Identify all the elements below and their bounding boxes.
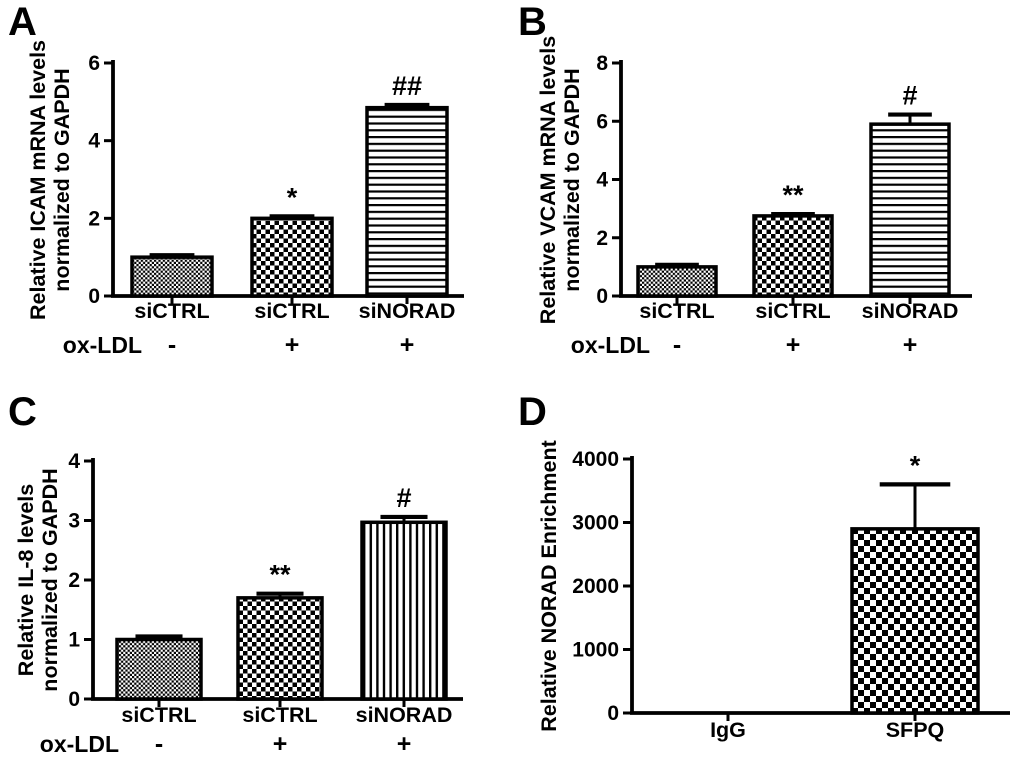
- panel-c: C 0 1 2 3 4 Relative IL-8 levels normalized to…: [0, 390, 510, 781]
- significance-label: *: [910, 450, 921, 480]
- y-tick-label: 0: [607, 702, 619, 725]
- bar: [850, 527, 980, 715]
- y-tick-label: 1000: [572, 639, 619, 662]
- y-tick-label: 4000: [572, 448, 619, 471]
- condition-value: +: [903, 331, 918, 359]
- condition-value: +: [400, 331, 415, 359]
- bar: [130, 255, 214, 298]
- y-tick-label: 3000: [572, 512, 619, 535]
- significance-label: #: [902, 81, 917, 111]
- panel-d-letter: D: [518, 390, 547, 434]
- y-tick-label: 0: [88, 285, 100, 308]
- condition-value: +: [786, 331, 801, 359]
- panel-a: A 0 2 4 6 Relative ICAM mRNA levels normalize…: [0, 0, 510, 391]
- category-label: siCTRL: [134, 299, 209, 323]
- category-label: siNORAD: [862, 299, 959, 323]
- bar: [869, 122, 951, 298]
- bar-chart-norad-rip: 0 1000 2000 3000 4000 Relative NORAD Enrichme…: [537, 440, 1010, 742]
- condition-value: +: [397, 730, 412, 758]
- significance-label: ##: [392, 71, 422, 101]
- y-tick-label: 2: [68, 569, 80, 592]
- panel-d: D 0 1000 2000 3000 4000 Relative NORAD Enrich…: [510, 390, 1020, 781]
- bar: [250, 216, 334, 298]
- y-tick-label: 4: [88, 130, 100, 153]
- bar: [365, 105, 449, 298]
- condition-value: -: [155, 730, 163, 758]
- y-tick-label: 2000: [572, 575, 619, 598]
- y-tick-label: 3: [68, 510, 80, 533]
- y-tick-label: 0: [68, 688, 80, 711]
- panel-c-letter: C: [8, 390, 37, 434]
- y-axis-label: normalized to GAPDH: [38, 468, 62, 691]
- bar: [236, 596, 324, 701]
- y-tick-label: 8: [596, 52, 608, 75]
- condition-value: +: [273, 730, 288, 758]
- bar: [752, 214, 834, 298]
- y-axis-label: Relative NORAD Enrichment: [537, 440, 561, 732]
- significance-label: #: [396, 483, 411, 513]
- bar-chart-vcam: 0 2 4 6 8 Relative VCAM mRNA levels normalized…: [536, 36, 972, 359]
- y-axis-label: Relative ICAM mRNA levels: [26, 40, 50, 320]
- category-label: siNORAD: [356, 703, 453, 727]
- condition-label: ox-LDL: [40, 731, 119, 757]
- bar-chart-icam: 0 2 4 6 Relative ICAM mRNA levels normalized …: [26, 40, 464, 359]
- y-tick-label: 0: [596, 285, 608, 308]
- category-label: siCTRL: [254, 299, 329, 323]
- y-axis-label: normalized to GAPDH: [560, 68, 584, 291]
- y-tick-label: 4: [596, 169, 608, 192]
- bar: [360, 520, 448, 701]
- significance-label: **: [269, 560, 291, 590]
- y-tick-label: 6: [596, 110, 608, 133]
- y-tick-label: 6: [88, 52, 100, 75]
- category-label: siCTRL: [121, 703, 196, 727]
- condition-label: ox-LDL: [63, 332, 142, 358]
- y-axis-label: normalized to GAPDH: [50, 68, 74, 291]
- condition-value: +: [285, 331, 300, 359]
- category-label: siCTRL: [242, 703, 317, 727]
- panel-b-letter: B: [518, 0, 547, 44]
- panel-b: B 0 2 4 6 8 Relative VCAM mRNA levels normaliz…: [510, 0, 1020, 391]
- category-label: siNORAD: [359, 299, 456, 323]
- category-label: siCTRL: [639, 299, 714, 323]
- y-tick-label: 2: [88, 207, 100, 230]
- condition-value: -: [168, 331, 176, 359]
- category-label: SFPQ: [886, 718, 945, 742]
- bar-chart-il8: 0 1 2 3 4 Relative IL-8 levels normalized to G…: [14, 450, 463, 758]
- y-axis-label: Relative IL-8 levels: [14, 484, 38, 676]
- condition-label: ox-LDL: [571, 332, 650, 358]
- category-label: IgG: [710, 718, 746, 742]
- y-tick-label: 1: [68, 629, 80, 652]
- y-tick-label: 2: [596, 227, 608, 250]
- y-tick-label: 4: [68, 450, 80, 473]
- significance-label: *: [287, 182, 298, 212]
- category-label: siCTRL: [755, 299, 830, 323]
- condition-value: -: [673, 331, 681, 359]
- y-axis-label: Relative VCAM mRNA levels: [536, 36, 560, 324]
- bar: [636, 265, 718, 298]
- significance-label: **: [782, 180, 804, 210]
- panel-a-letter: A: [8, 0, 37, 44]
- bar: [115, 637, 203, 701]
